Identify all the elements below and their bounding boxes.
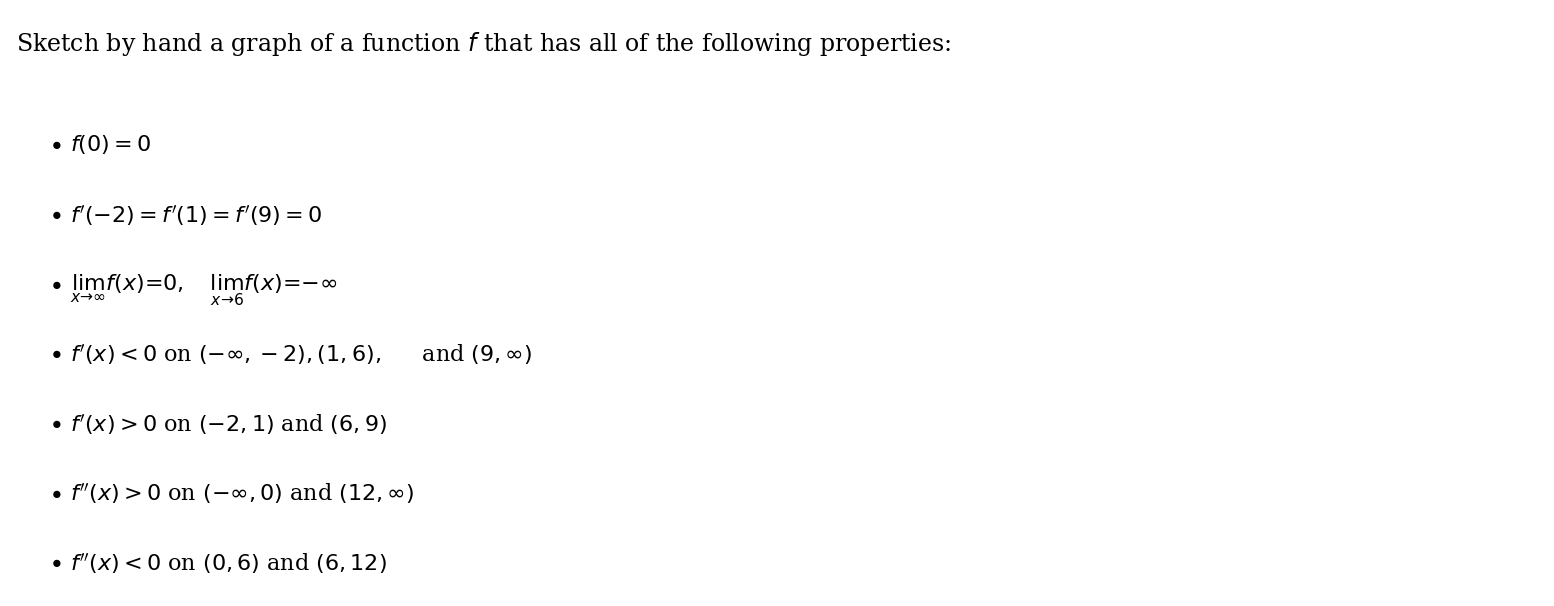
Text: Sketch by hand a graph of a function $f$ that has all of the following propertie: Sketch by hand a graph of a function $f$… [16,30,951,58]
Text: $\bullet$: $\bullet$ [48,342,61,365]
Text: $\bullet$: $\bullet$ [48,482,61,505]
Text: $f'(-2) = f'(1) = f'(9) = 0$: $f'(-2) = f'(1) = f'(9) = 0$ [70,203,323,227]
Text: $f''(x) < 0$ on $(0, 6)$ and $(6, 12)$: $f''(x) < 0$ on $(0, 6)$ and $(6, 12)$ [70,551,387,576]
Text: $\lim_{x \to \infty} f(x) = 0, \quad \lim_{x \to 6} f(x) = -\infty$: $\lim_{x \to \infty} f(x) = 0, \quad \li… [70,273,337,308]
Text: $f(0) = 0$: $f(0) = 0$ [70,133,151,156]
Text: $f''(x) > 0$ on $(-\infty, 0)$ and $(12, \infty)$: $f''(x) > 0$ on $(-\infty, 0)$ and $(12,… [70,482,413,506]
Text: $\bullet$: $\bullet$ [48,273,61,296]
Text: $f'(x) > 0$ on $(-2, 1)$ and $(6, 9)$: $f'(x) > 0$ on $(-2, 1)$ and $(6, 9)$ [70,412,387,436]
Text: $\bullet$: $\bullet$ [48,133,61,156]
Text: $\bullet$: $\bullet$ [48,203,61,226]
Text: $\bullet$: $\bullet$ [48,551,61,574]
Text: $\bullet$: $\bullet$ [48,412,61,435]
Text: $f'(x) < 0$ on $(-\infty, -2), (1, 6),$   and $(9, \infty)$: $f'(x) < 0$ on $(-\infty, -2), (1, 6),$ … [70,342,531,367]
